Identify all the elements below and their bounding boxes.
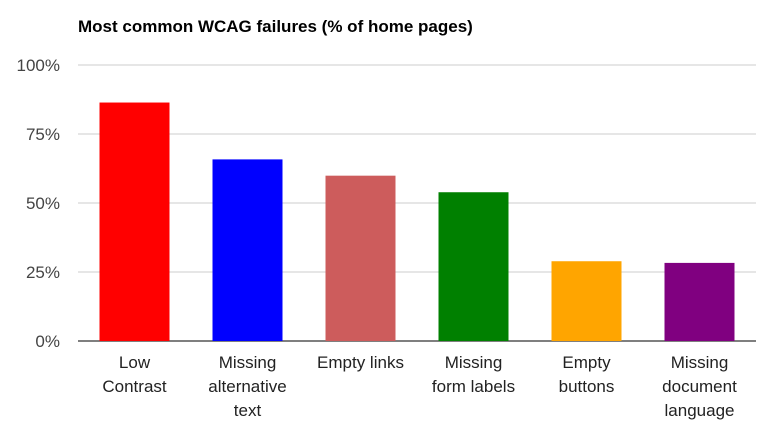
y-axis-ticks: 0% 25% 50% 75% 100% xyxy=(17,56,60,351)
gridlines xyxy=(78,64,756,342)
x-tick-label: Missing document language xyxy=(662,353,737,420)
bar xyxy=(212,159,283,341)
bar xyxy=(325,175,396,341)
x-tick-label: Empty links xyxy=(317,353,404,372)
y-tick-label: 25% xyxy=(26,263,60,282)
bar xyxy=(99,102,170,341)
chart-title: Most common WCAG failures (% of home pag… xyxy=(78,17,473,36)
bars xyxy=(99,102,735,341)
y-tick-label: 75% xyxy=(26,125,60,144)
x-tick-label: Missing form labels xyxy=(432,353,515,396)
x-tick-label: Missing alternative text xyxy=(208,353,286,420)
y-tick-label: 50% xyxy=(26,194,60,213)
x-tick-label: Empty buttons xyxy=(559,353,615,396)
bar xyxy=(438,192,509,341)
y-tick-label: 0% xyxy=(35,332,60,351)
x-tick-label: Low Contrast xyxy=(102,353,167,396)
x-axis-labels: Low Contrast Missing alternative text Empty l… xyxy=(102,353,737,420)
y-tick-label: 100% xyxy=(17,56,60,75)
bar xyxy=(551,261,622,341)
bar xyxy=(664,262,735,341)
